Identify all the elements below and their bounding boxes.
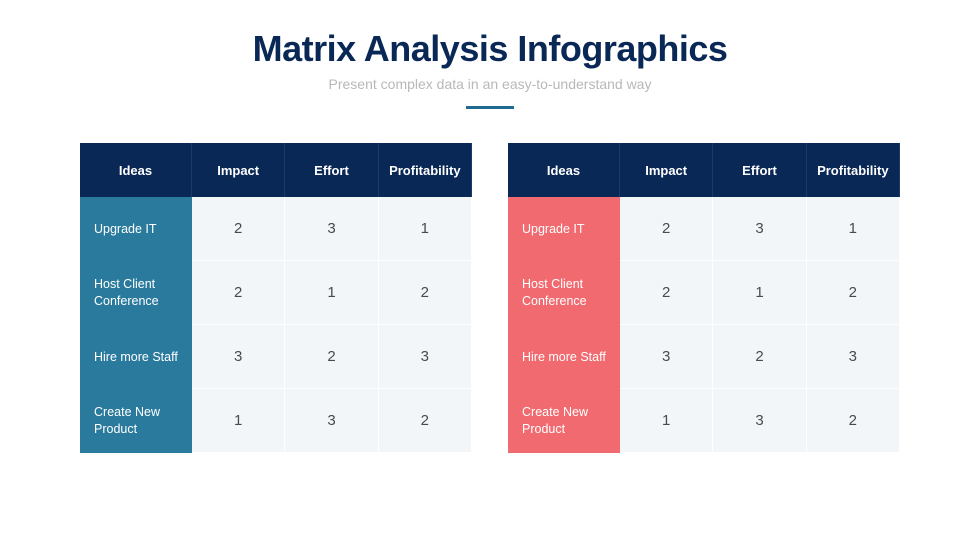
- cell: 2: [192, 261, 285, 325]
- cell: 2: [713, 325, 806, 389]
- row-label: Create New Product: [508, 389, 620, 453]
- page-subtitle: Present complex data in an easy-to-under…: [329, 76, 652, 92]
- cell: 1: [620, 389, 713, 453]
- cell: 1: [807, 197, 900, 261]
- row-label: Host Client Conference: [508, 261, 620, 325]
- cell: 1: [379, 197, 472, 261]
- row-label: Host Client Conference: [80, 261, 192, 325]
- cell: 1: [192, 389, 285, 453]
- col-header-profitability: Profitability: [379, 143, 472, 197]
- row-label: Upgrade IT: [508, 197, 620, 261]
- matrix-table-left: Ideas Impact Effort Profitability Upgrad…: [80, 143, 472, 453]
- cell: 2: [620, 261, 713, 325]
- cell: 3: [620, 325, 713, 389]
- cell: 2: [620, 197, 713, 261]
- cell: 3: [713, 389, 806, 453]
- row-label: Upgrade IT: [80, 197, 192, 261]
- cell: 2: [807, 389, 900, 453]
- col-header-effort: Effort: [713, 143, 806, 197]
- col-header-ideas: Ideas: [80, 143, 192, 197]
- cell: 3: [379, 325, 472, 389]
- title-divider: [466, 106, 514, 109]
- cell: 2: [285, 325, 378, 389]
- row-label: Hire more Staff: [508, 325, 620, 389]
- cell: 2: [192, 197, 285, 261]
- col-header-effort: Effort: [285, 143, 378, 197]
- cell: 1: [285, 261, 378, 325]
- page-title: Matrix Analysis Infographics: [253, 28, 728, 70]
- col-header-impact: Impact: [192, 143, 285, 197]
- cell: 3: [192, 325, 285, 389]
- cell: 1: [713, 261, 806, 325]
- cell: 2: [379, 389, 472, 453]
- cell: 3: [807, 325, 900, 389]
- cell: 3: [285, 389, 378, 453]
- col-header-impact: Impact: [620, 143, 713, 197]
- row-label: Create New Product: [80, 389, 192, 453]
- row-label: Hire more Staff: [80, 325, 192, 389]
- tables-container: Ideas Impact Effort Profitability Upgrad…: [80, 143, 900, 453]
- col-header-ideas: Ideas: [508, 143, 620, 197]
- cell: 2: [807, 261, 900, 325]
- matrix-table-right: Ideas Impact Effort Profitability Upgrad…: [508, 143, 900, 453]
- cell: 3: [713, 197, 806, 261]
- cell: 3: [285, 197, 378, 261]
- col-header-profitability: Profitability: [807, 143, 900, 197]
- cell: 2: [379, 261, 472, 325]
